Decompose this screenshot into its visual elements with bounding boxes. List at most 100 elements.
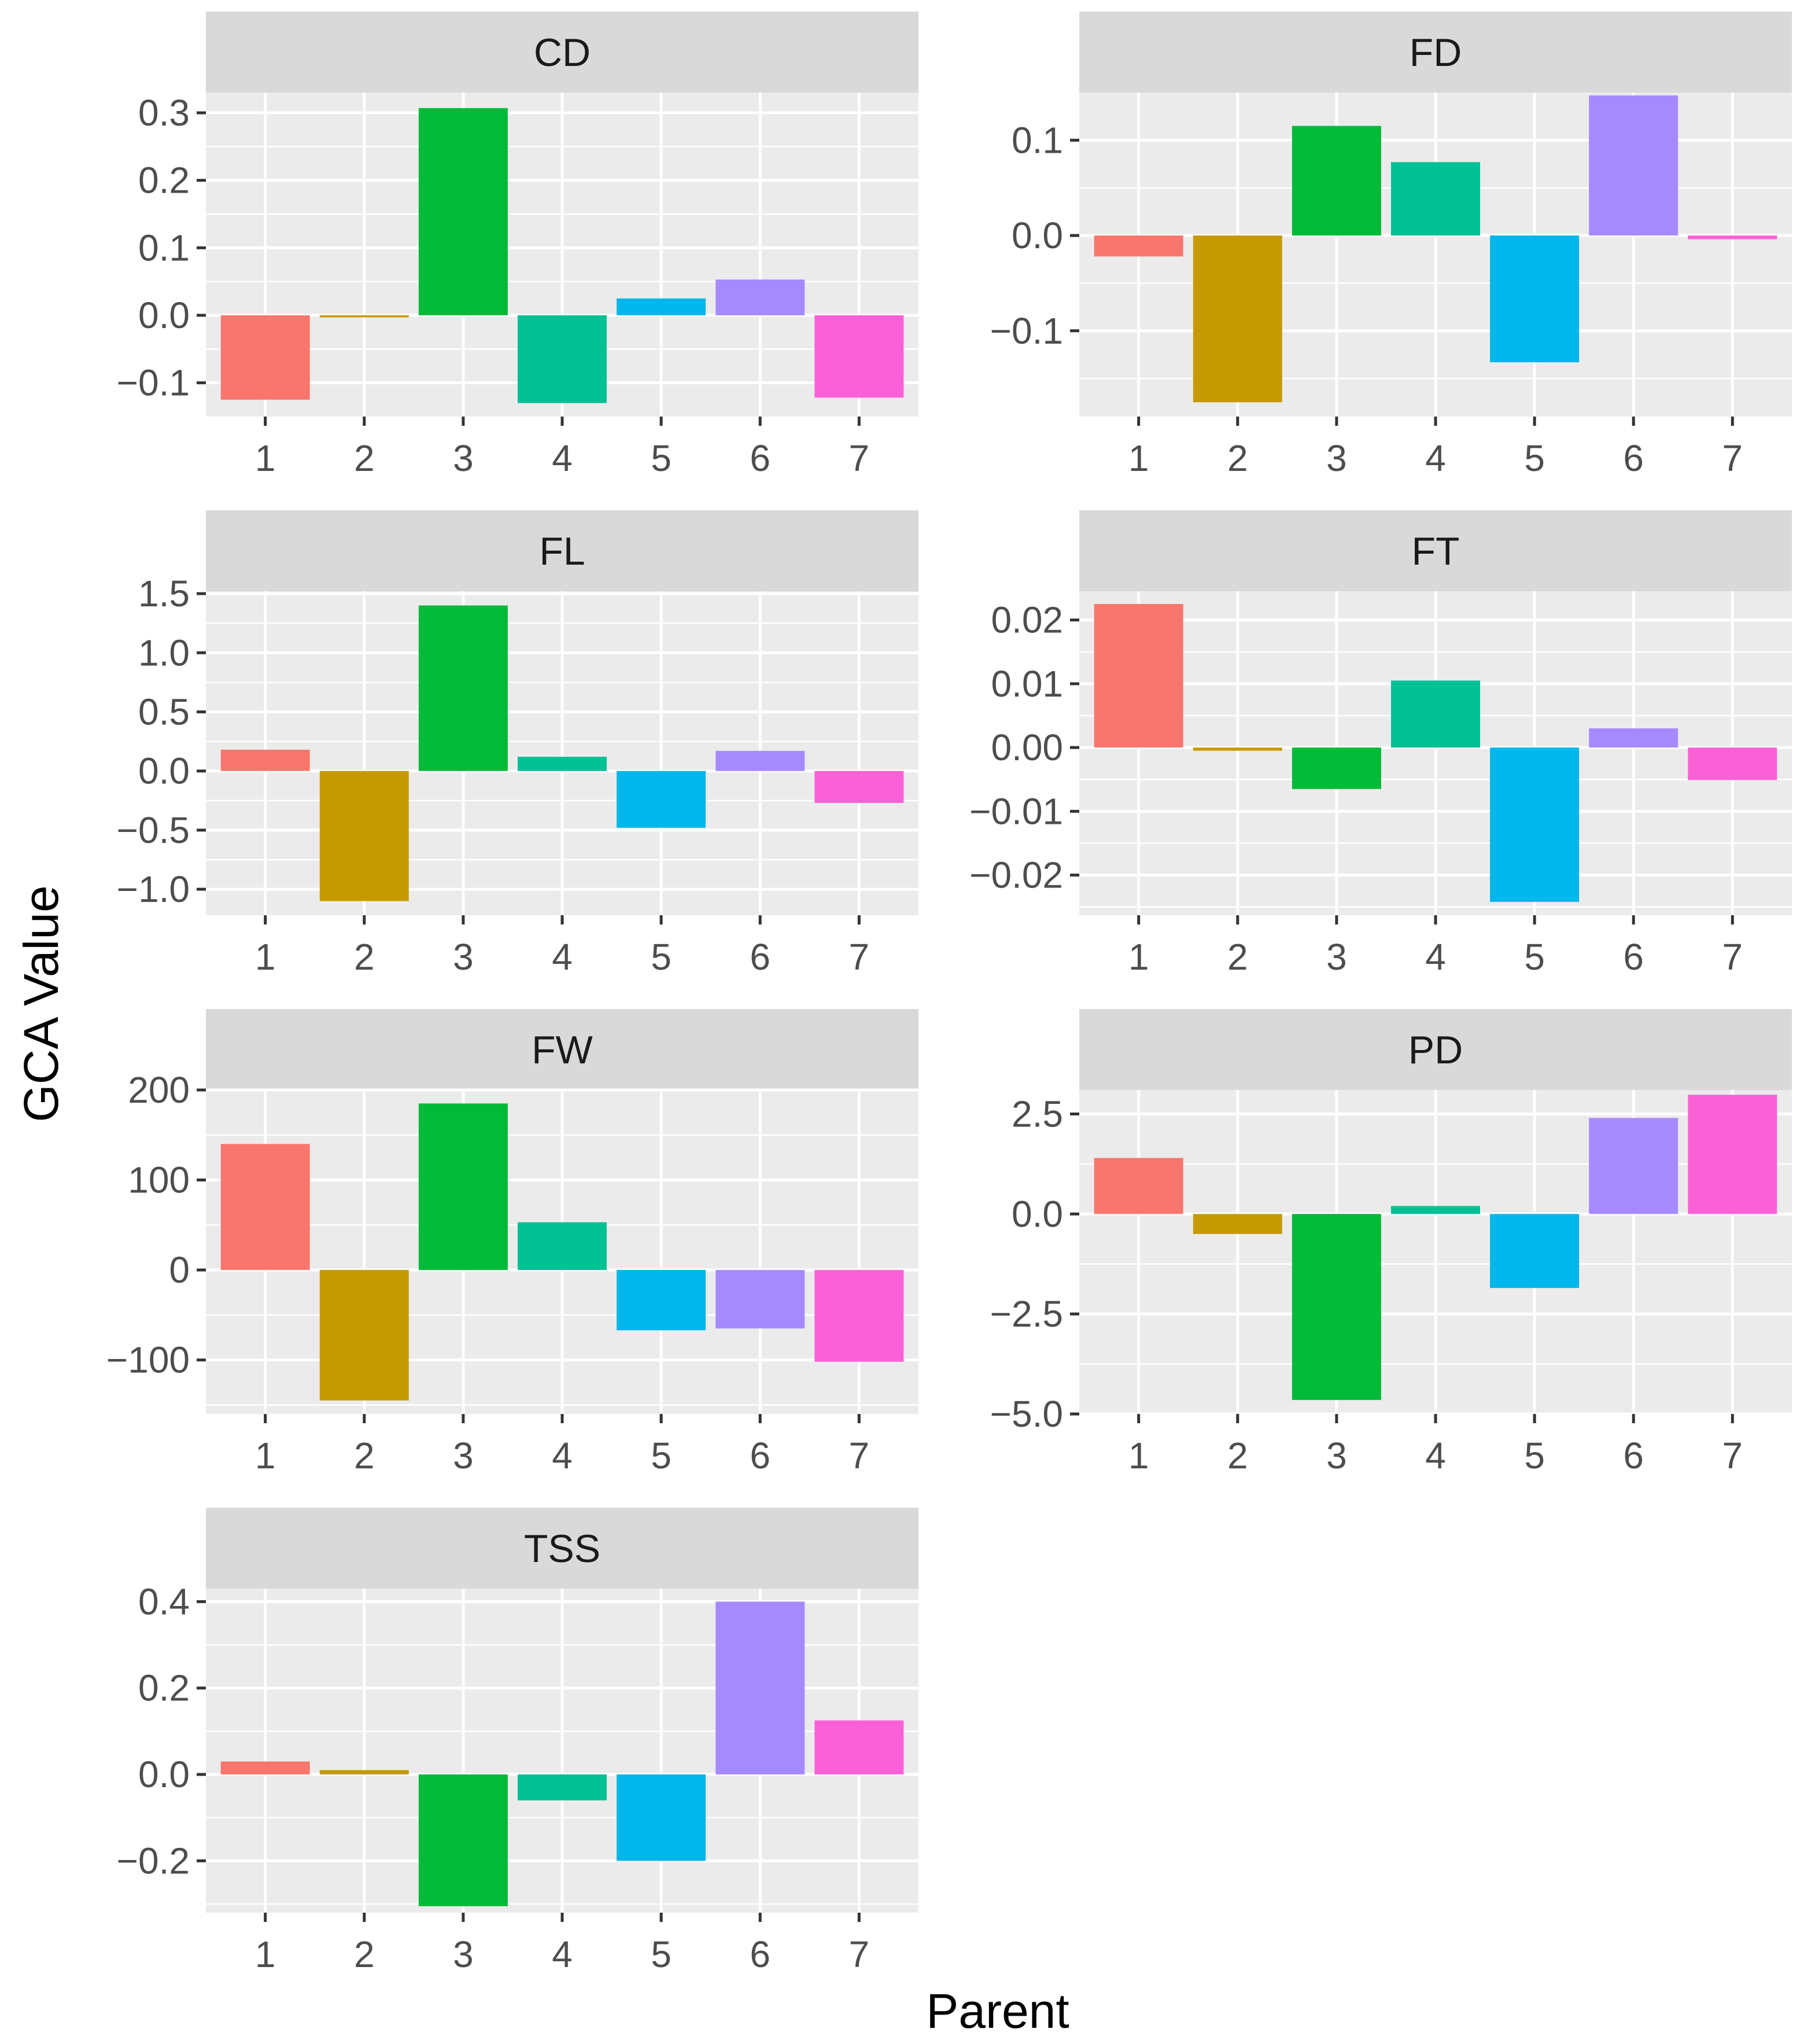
facet-label-fd: FD: [1410, 31, 1462, 75]
facet-label-tss: TSS: [524, 1527, 600, 1571]
y-tick-label: 0.2: [138, 160, 190, 201]
facet-label-cd: CD: [534, 31, 591, 75]
facet-strip-tss: [206, 1508, 918, 1589]
x-tick-label: 2: [1227, 936, 1248, 978]
y-tick-label: −0.5: [117, 809, 190, 851]
x-tick-label: 1: [1128, 1435, 1149, 1476]
bar-pd-parent-4: [1391, 1206, 1480, 1214]
x-tick-label: 1: [1128, 936, 1149, 978]
x-tick-label: 7: [849, 1435, 870, 1476]
facet-panel-fw: FW −100 0 100 200 1 2 3 4 5 6 7: [106, 1009, 918, 1476]
bar-ft-parent-2: [1193, 747, 1282, 751]
bar-cd-parent-1: [220, 315, 310, 400]
y-tick-label: 200: [128, 1069, 190, 1111]
x-tick-label: 7: [1722, 1435, 1743, 1476]
x-tick-label: 7: [849, 1933, 870, 1975]
x-tick-label: 6: [750, 437, 770, 479]
bar-ft-parent-6: [1589, 728, 1678, 748]
x-tick-label: 2: [1227, 1435, 1248, 1476]
bar-fw-parent-7: [814, 1270, 904, 1362]
bar-pd-parent-3: [1292, 1214, 1381, 1400]
x-tick-label: 2: [354, 936, 375, 978]
bar-fl-parent-3: [418, 605, 508, 771]
x-tick-label: 3: [1326, 1435, 1347, 1476]
y-tick-label: −0.1: [990, 310, 1063, 352]
bar-fd-parent-5: [1490, 235, 1580, 363]
facet-panel-cd: CD −0.1 0.0 0.1 0.2 0.3 1 2 3 4 5 6 7: [117, 12, 918, 479]
x-tick-label: 1: [255, 1435, 276, 1476]
x-tick-label: 4: [1425, 437, 1446, 479]
bar-pd-parent-1: [1094, 1158, 1183, 1214]
bar-cd-parent-5: [617, 298, 706, 315]
x-tick-label: 6: [1623, 437, 1644, 479]
bar-tss-parent-4: [518, 1774, 607, 1800]
bar-ft-parent-1: [1094, 604, 1183, 748]
y-tick-label: −100: [106, 1339, 190, 1381]
x-tick-label: 5: [1524, 936, 1545, 978]
bar-fl-parent-5: [617, 771, 706, 828]
y-tick-label: 2.5: [1012, 1093, 1063, 1135]
bar-fd-parent-7: [1688, 235, 1777, 240]
x-tick-label: 5: [1524, 1435, 1545, 1476]
bar-fw-parent-5: [617, 1270, 706, 1331]
facet-label-ft: FT: [1411, 529, 1459, 573]
y-tick-label: 100: [128, 1159, 190, 1201]
x-tick-label: 5: [651, 936, 672, 978]
y-tick-label: 0.0: [138, 1754, 190, 1795]
x-tick-label: 2: [354, 1933, 375, 1975]
bar-fw-parent-3: [418, 1103, 508, 1270]
y-tick-label: −5.0: [990, 1393, 1063, 1435]
y-tick-label: −2.5: [990, 1293, 1063, 1335]
bar-ft-parent-7: [1688, 747, 1777, 780]
bar-fw-parent-2: [319, 1270, 409, 1401]
x-tick-label: 5: [1524, 437, 1545, 479]
x-tick-label: 4: [552, 1435, 573, 1476]
x-tick-label: 6: [750, 1435, 770, 1476]
facet-strip-ft: [1079, 510, 1792, 591]
y-tick-label: 0.1: [1012, 119, 1063, 161]
bar-pd-parent-7: [1688, 1095, 1777, 1214]
facet-panel-fl: FL −1.0 −0.5 0.0 0.5 1.0 1.5 1 2 3 4 5 6 7: [117, 510, 918, 978]
x-tick-label: 7: [849, 437, 870, 479]
x-tick-label: 2: [1227, 437, 1248, 479]
y-tick-label: 0.3: [138, 92, 190, 134]
bar-tss-parent-7: [814, 1720, 904, 1775]
facet-panel-tss: TSS −0.2 0.0 0.2 0.4 1 2 3 4 5 6 7: [117, 1508, 918, 1975]
facet-label-pd: PD: [1408, 1028, 1463, 1072]
facet-label-fw: FW: [532, 1028, 593, 1072]
y-tick-label: 0.01: [991, 663, 1063, 705]
y-tick-label: −0.01: [969, 790, 1063, 832]
facet-strip-cd: [206, 12, 918, 93]
y-tick-label: 0.0: [138, 294, 190, 336]
bar-cd-parent-7: [814, 315, 904, 398]
bar-ft-parent-3: [1292, 747, 1381, 789]
x-tick-label: 4: [552, 437, 573, 479]
x-tick-label: 1: [255, 437, 276, 479]
bar-fd-parent-3: [1292, 126, 1381, 236]
facet-strip-fl: [206, 510, 918, 591]
x-tick-label: 2: [354, 437, 375, 479]
y-tick-label: −0.1: [117, 362, 190, 404]
y-tick-label: −0.2: [117, 1840, 190, 1881]
facet-panel-ft: FT −0.02 −0.01 0.00 0.01 0.02 1 2 3 4 5 6 7: [969, 510, 1792, 978]
y-tick-label: −0.02: [969, 855, 1063, 896]
x-tick-label: 4: [1425, 1435, 1446, 1476]
bar-fd-parent-2: [1193, 235, 1282, 403]
y-tick-label: 0.4: [138, 1581, 190, 1622]
y-tick-label: −1.0: [117, 868, 190, 910]
x-tick-label: 3: [1326, 936, 1347, 978]
bar-tss-parent-6: [715, 1601, 805, 1775]
bar-fl-parent-7: [814, 771, 904, 803]
x-tick-label: 6: [1623, 936, 1644, 978]
y-tick-label: 0.1: [138, 227, 190, 268]
y-tick-label: 0.2: [138, 1667, 190, 1709]
x-tick-label: 3: [453, 1933, 474, 1975]
bar-fl-parent-2: [319, 771, 409, 901]
facet-strip-pd: [1079, 1009, 1792, 1090]
facet-panel-pd: PD −5.0 −2.5 0.0 2.5 1 2 3 4 5 6 7: [990, 1009, 1792, 1476]
y-tick-label: 0: [169, 1249, 190, 1291]
y-tick-label: 0.0: [1012, 215, 1063, 256]
y-tick-label: 0.00: [991, 727, 1063, 768]
y-tick-label: 0.02: [991, 599, 1063, 641]
x-tick-label: 7: [849, 936, 870, 978]
